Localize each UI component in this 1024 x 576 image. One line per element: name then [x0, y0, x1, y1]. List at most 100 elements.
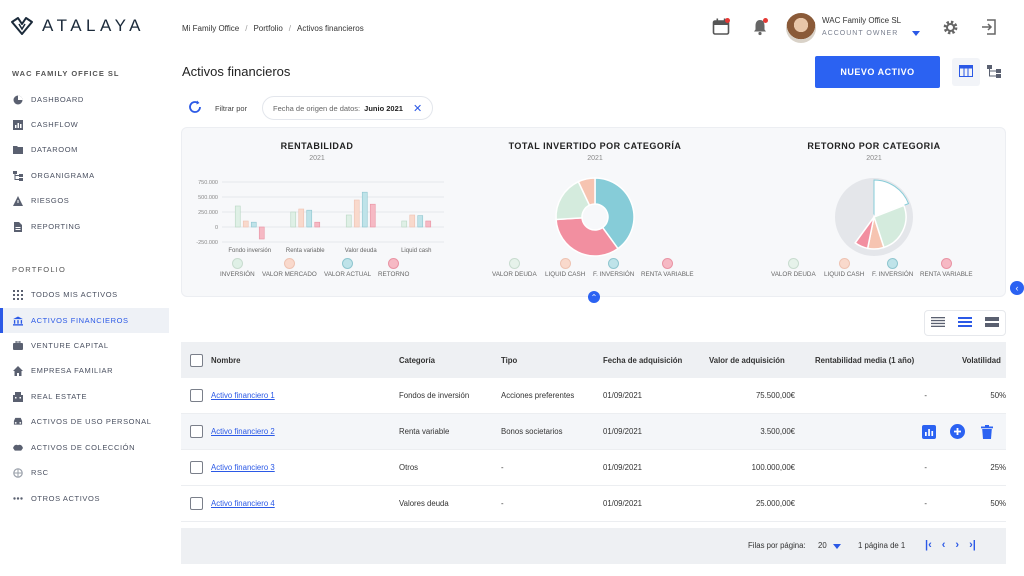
sidebar-item-empresa-familiar[interactable]: EMPRESA FAMILIAR — [0, 358, 169, 383]
bar[interactable] — [290, 211, 297, 228]
legend-swatch — [231, 258, 243, 269]
sidebar-item-organigrama[interactable]: ORGANIGRAMA — [0, 163, 169, 188]
trash-icon[interactable] — [979, 424, 994, 439]
chevron-left-icon[interactable]: ‹ — [1010, 281, 1024, 295]
density-standard-button[interactable] — [953, 312, 977, 334]
user-name[interactable]: WAC Family Office SL — [822, 16, 902, 25]
avatar[interactable] — [786, 13, 816, 43]
column-header[interactable]: Categoría — [399, 355, 435, 365]
asset-type: - — [501, 499, 504, 508]
table-row[interactable]: Activo financiero 3 Otros - 01/09/2021 1… — [181, 450, 1006, 486]
bar[interactable] — [425, 220, 432, 228]
table-row[interactable]: Activo financiero 2 Renta variable Bonos… — [181, 414, 1006, 450]
density-comfortable-button[interactable] — [980, 312, 1004, 334]
bar[interactable] — [369, 203, 376, 228]
next-page-icon[interactable]: › — [955, 539, 960, 551]
column-header[interactable]: Fecha de adquisición — [603, 355, 683, 365]
bar[interactable] — [234, 205, 241, 228]
tree-icon — [987, 64, 1001, 80]
brand-logo[interactable]: ATALAYA — [10, 16, 145, 36]
chevron-down-icon[interactable] — [912, 31, 920, 36]
pie-slice[interactable] — [854, 216, 875, 250]
table-view-toggle[interactable] — [952, 58, 980, 86]
sidebar-item-activos-de-uso-personal[interactable]: ACTIVOS DE USO PERSONAL — [0, 409, 169, 434]
row-checkbox[interactable] — [190, 389, 203, 402]
chart-icon[interactable] — [921, 424, 936, 439]
sidebar-item-label: ACTIVOS DE USO PERSONAL — [31, 417, 152, 426]
bell-icon[interactable] — [751, 18, 769, 36]
pie-slice[interactable] — [873, 179, 910, 218]
breadcrumb-item[interactable]: Mi Family Office — [182, 24, 240, 33]
bar[interactable] — [306, 209, 313, 228]
sidebar-item-todos-mis-activos[interactable]: TODOS MIS ACTIVOS — [0, 282, 169, 307]
pie-slice[interactable] — [873, 204, 907, 249]
breadcrumb-item[interactable]: Portfolio — [253, 24, 283, 33]
sidebar-item-real-estate[interactable]: REAL ESTATE — [0, 384, 169, 409]
column-header[interactable]: Valor de adquisición — [709, 355, 785, 365]
sidebar-item-rsc[interactable]: RSC — [0, 460, 169, 485]
select-all-checkbox[interactable] — [190, 353, 203, 367]
column-header[interactable]: Tipo — [501, 355, 518, 365]
legend-swatch — [508, 258, 520, 269]
prev-page-icon[interactable]: ‹ — [941, 539, 946, 551]
sidebar-item-activos-financieros[interactable]: ACTIVOS FINANCIEROS — [0, 308, 169, 333]
column-header[interactable]: Nombre — [211, 355, 241, 365]
row-checkbox[interactable] — [190, 425, 203, 438]
pie-slice[interactable] — [555, 217, 619, 257]
first-page-icon[interactable]: |‹ — [925, 539, 932, 551]
pie-slice[interactable] — [577, 177, 596, 207]
bar[interactable] — [353, 199, 360, 228]
bar[interactable] — [250, 221, 257, 228]
legend-swatch — [838, 258, 850, 269]
gear-icon[interactable] — [942, 19, 960, 37]
logout-icon[interactable] — [981, 19, 999, 37]
collapse-charts-button[interactable]: ⌃ — [588, 291, 600, 303]
asset-name-link[interactable]: Activo financiero 2 — [211, 427, 275, 436]
sidebar-item-dashboard[interactable]: DASHBOARD — [0, 87, 169, 112]
sidebar-item-cashflow[interactable]: CASHFLOW — [0, 112, 169, 137]
sidebar-item-reporting[interactable]: REPORTING — [0, 214, 169, 239]
compact-rows-icon — [931, 317, 945, 329]
chevron-down-icon[interactable] — [833, 544, 841, 549]
bar[interactable] — [258, 226, 265, 240]
rows-per-page-select[interactable]: 20 — [818, 541, 827, 550]
bar[interactable] — [298, 208, 305, 228]
bar[interactable] — [314, 221, 321, 228]
asset-category: Valores deuda — [399, 499, 449, 508]
bar-chart: 750.000 500.000 250.000 0 -250.000 Fondo inve… — [196, 180, 444, 254]
tree-view-toggle[interactable] — [980, 58, 1008, 86]
refresh-icon[interactable] — [188, 100, 202, 114]
breadcrumb-item: Activos financieros — [297, 24, 364, 33]
bar[interactable] — [345, 214, 352, 228]
table-row[interactable]: Activo financiero 4 Valores deuda - 01/0… — [181, 486, 1006, 522]
filter-chip-value: Junio 2021 — [364, 103, 403, 113]
row-checkbox[interactable] — [190, 461, 203, 474]
bar[interactable] — [417, 215, 424, 228]
bar[interactable] — [409, 214, 416, 228]
bar[interactable] — [401, 220, 408, 228]
column-header[interactable]: Volatilidad — [962, 355, 1001, 365]
last-page-icon[interactable]: ›| — [969, 539, 976, 551]
sidebar-item-dataroom[interactable]: DATAROOM — [0, 137, 169, 162]
asset-name-link[interactable]: Activo financiero 1 — [211, 391, 275, 400]
pie-slice[interactable] — [594, 177, 635, 250]
row-checkbox[interactable] — [190, 497, 203, 510]
sidebar-item-riesgos[interactable]: RIESGOS — [0, 188, 169, 213]
bar[interactable] — [242, 220, 249, 228]
new-asset-button[interactable]: NUEVO ACTIVO — [815, 56, 940, 88]
table-row[interactable]: Activo financiero 1 Fondos de inversión … — [181, 378, 1006, 414]
add-icon[interactable] — [950, 424, 965, 439]
breadcrumb-separator: / — [245, 24, 248, 33]
calendar-icon[interactable] — [712, 18, 730, 36]
sidebar-item-activos-de-coleccion[interactable]: ACTIVOS DE COLECCIÓN — [0, 435, 169, 460]
pie-chart-retorno — [835, 178, 913, 256]
asset-name-link[interactable]: Activo financiero 4 — [211, 499, 275, 508]
close-icon[interactable]: ✕ — [412, 102, 423, 115]
sidebar-item-otros-activos[interactable]: OTROS ACTIVOS — [0, 486, 169, 511]
bar[interactable] — [361, 191, 368, 228]
column-header[interactable]: Rentabilidad media (1 año) — [815, 355, 915, 365]
filter-chip[interactable]: Fecha de origen de datos: Junio 2021 ✕ — [262, 96, 434, 120]
sidebar-item-venture-capital[interactable]: VENTURE CAPITAL — [0, 333, 169, 358]
density-compact-button[interactable] — [926, 312, 950, 334]
asset-name-link[interactable]: Activo financiero 3 — [211, 463, 275, 472]
